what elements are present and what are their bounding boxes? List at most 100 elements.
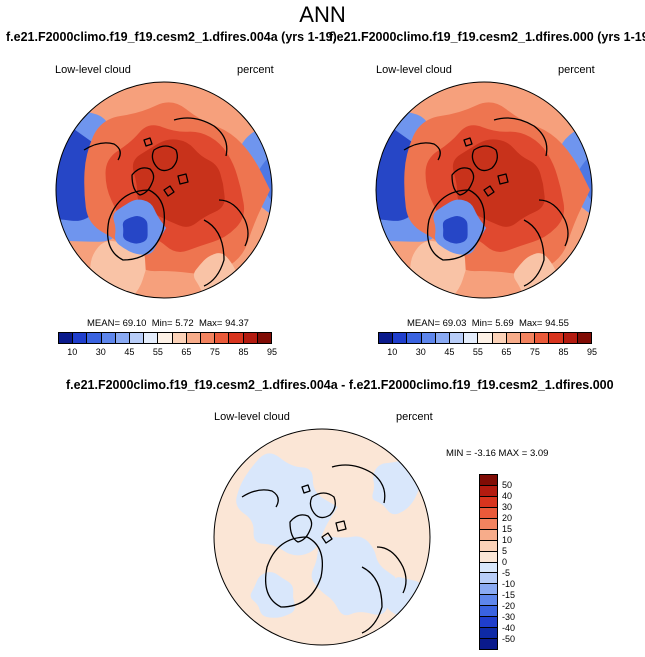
colorbar-tick-label: 75 <box>209 347 220 357</box>
cloud-highest-region <box>452 139 545 227</box>
panel-1-title: f.e21.F2000climo.f19_f19.cesm2_1.dfires.… <box>6 30 337 44</box>
colorbar-swatch <box>535 333 550 343</box>
colorbar-swatch <box>59 333 74 343</box>
coastline <box>301 484 311 494</box>
colorbar-tick-label: 65 <box>501 347 512 357</box>
colorbar-tick-label: 10 <box>502 535 513 545</box>
colorbar-swatch <box>480 540 497 552</box>
colorbar-swatch <box>73 333 88 343</box>
colorbar-tick-label: 0 <box>502 557 508 567</box>
colorbar-tick-label: 55 <box>472 347 483 357</box>
panel-2-max-label: Max= <box>518 318 543 329</box>
colorbar-swatch <box>480 551 497 563</box>
cloud-lowest-region <box>56 121 107 221</box>
diff-colorbar <box>479 474 498 650</box>
panel-1-colorbar <box>58 332 272 344</box>
colorbar-swatch <box>87 333 102 343</box>
colorbar-swatch <box>480 562 497 574</box>
diff-variable-label: Low-level cloud <box>214 411 290 423</box>
diff-negative-region <box>236 453 338 556</box>
colorbar-tick-label: 85 <box>558 347 569 357</box>
colorbar-tick-label: 65 <box>181 347 192 357</box>
colorbar-tick-label: 5 <box>502 546 508 556</box>
coastlines <box>403 117 569 287</box>
map-border <box>375 81 593 299</box>
panel-1-units-label: percent <box>237 64 274 76</box>
cloud-highest-region <box>132 139 225 227</box>
panel-2-title: f.e21.F2000climo.f19_f19.cesm2_1.dfires.… <box>329 30 645 44</box>
map-border <box>213 428 431 646</box>
colorbar-swatch <box>144 333 159 343</box>
map-border <box>55 81 273 299</box>
diff-units-label: percent <box>396 411 433 423</box>
coastline <box>151 145 178 172</box>
colorbar-swatch <box>186 333 202 343</box>
panel-2-min-value: 5.69 <box>495 318 514 329</box>
cloud-lowest-region <box>442 216 468 244</box>
colorbar-swatch <box>480 606 497 618</box>
panel-2-min-label: Min= <box>471 318 493 329</box>
colorbar-tick-label: -40 <box>502 623 516 633</box>
diff-minmax: MIN = -3.16 MAX = 3.09 <box>446 448 548 459</box>
colorbar-swatch <box>478 333 493 343</box>
colorbar-swatch <box>480 529 497 541</box>
colorbar-swatch <box>480 496 497 508</box>
colorbar-swatch <box>158 333 173 343</box>
coastline <box>493 117 548 157</box>
colorbar-tick-label: 10 <box>67 347 78 357</box>
colorbar-tick-label: 55 <box>152 347 163 357</box>
coastline <box>309 492 336 519</box>
coastline <box>497 173 509 185</box>
map-field <box>56 82 272 298</box>
colorbar-swatch <box>115 333 131 343</box>
coastline <box>106 189 166 261</box>
colorbar-swatch <box>480 639 497 649</box>
colorbar-tick-label: 85 <box>238 347 249 357</box>
panel-2-mean-label: MEAN= <box>407 318 440 329</box>
colorbar-swatch <box>480 628 497 640</box>
coastline <box>203 199 249 287</box>
colorbar-tick-label: -30 <box>502 612 516 622</box>
colorbar-swatch <box>421 333 436 343</box>
colorbar-tick-label: 30 <box>415 347 426 357</box>
panel-2-stats: MEAN= 69.03 Min= 5.69 Max= 94.55 <box>407 318 569 329</box>
colorbar-swatch <box>101 333 116 343</box>
diff-negative-region <box>311 536 396 616</box>
panel-1-variable-label: Low-level cloud <box>55 64 131 76</box>
colorbar-tick-label: 45 <box>444 347 455 357</box>
coastline <box>177 173 189 185</box>
colorbar-swatch <box>521 333 536 343</box>
coastline <box>335 520 347 532</box>
colorbar-tick-label: -10 <box>502 579 516 589</box>
coastlines <box>83 117 249 287</box>
panel-2-polar-map <box>375 81 593 299</box>
coastline <box>523 199 569 287</box>
colorbar-swatch <box>506 333 522 343</box>
colorbar-tick-label: -5 <box>502 568 511 578</box>
colorbar-tick-label: 50 <box>502 480 513 490</box>
panel-1-polar-map <box>55 81 273 299</box>
coastline <box>426 189 486 261</box>
colorbar-swatch <box>549 333 564 343</box>
coastline <box>143 137 153 147</box>
colorbar-tick-label: 75 <box>529 347 540 357</box>
colorbar-swatch <box>229 333 244 343</box>
colorbar-swatch <box>480 518 497 530</box>
colorbar-tick-label: -15 <box>502 590 516 600</box>
diff-min-label: MIN = <box>446 448 472 459</box>
coastline <box>321 532 333 544</box>
figure-title: ANN <box>299 2 346 27</box>
colorbar-swatch <box>215 333 230 343</box>
panel-2-max-value: 94.55 <box>545 318 569 329</box>
panel-1-stats: MEAN= 69.10 Min= 5.72 Max= 94.37 <box>87 318 249 329</box>
panel-1-max-label: Max= <box>198 318 223 329</box>
coastline <box>483 185 495 197</box>
coastline <box>463 137 473 147</box>
coastline <box>173 117 228 157</box>
coastline <box>331 464 386 504</box>
colorbar-swatch <box>563 333 578 343</box>
map-field <box>376 82 592 298</box>
coastline <box>264 536 324 608</box>
colorbar-swatch <box>480 617 497 629</box>
diff-max-value: 3.09 <box>529 448 549 459</box>
